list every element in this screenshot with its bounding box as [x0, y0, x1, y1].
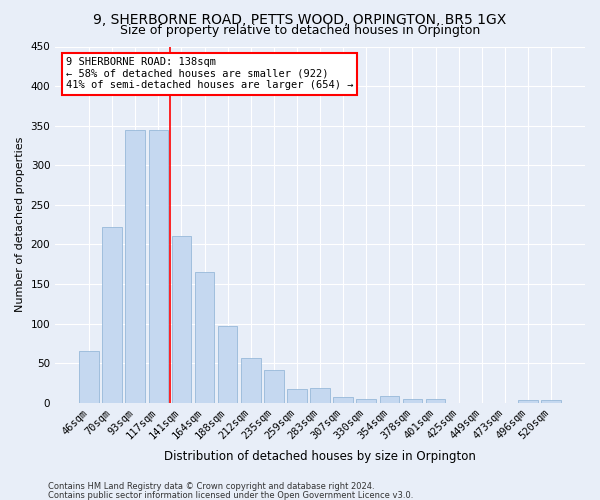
- Bar: [356, 399, 376, 402]
- Bar: [287, 390, 307, 402]
- Bar: [103, 227, 122, 402]
- Text: Contains HM Land Registry data © Crown copyright and database right 2024.: Contains HM Land Registry data © Crown c…: [48, 482, 374, 491]
- Bar: [218, 326, 238, 402]
- Text: 9, SHERBORNE ROAD, PETTS WOOD, ORPINGTON, BR5 1GX: 9, SHERBORNE ROAD, PETTS WOOD, ORPINGTON…: [94, 12, 506, 26]
- Bar: [426, 399, 445, 402]
- Bar: [79, 352, 99, 403]
- Bar: [541, 400, 561, 402]
- Bar: [195, 272, 214, 402]
- Text: Contains public sector information licensed under the Open Government Licence v3: Contains public sector information licen…: [48, 490, 413, 500]
- Bar: [149, 130, 168, 402]
- Text: 9 SHERBORNE ROAD: 138sqm
← 58% of detached houses are smaller (922)
41% of semi-: 9 SHERBORNE ROAD: 138sqm ← 58% of detach…: [66, 57, 353, 90]
- Bar: [310, 388, 330, 402]
- Bar: [518, 400, 538, 402]
- Text: Size of property relative to detached houses in Orpington: Size of property relative to detached ho…: [120, 24, 480, 37]
- Bar: [172, 236, 191, 402]
- Bar: [125, 130, 145, 402]
- X-axis label: Distribution of detached houses by size in Orpington: Distribution of detached houses by size …: [164, 450, 476, 462]
- Bar: [264, 370, 284, 402]
- Bar: [334, 397, 353, 402]
- Bar: [241, 358, 260, 403]
- Y-axis label: Number of detached properties: Number of detached properties: [15, 137, 25, 312]
- Bar: [380, 396, 399, 402]
- Bar: [403, 399, 422, 402]
